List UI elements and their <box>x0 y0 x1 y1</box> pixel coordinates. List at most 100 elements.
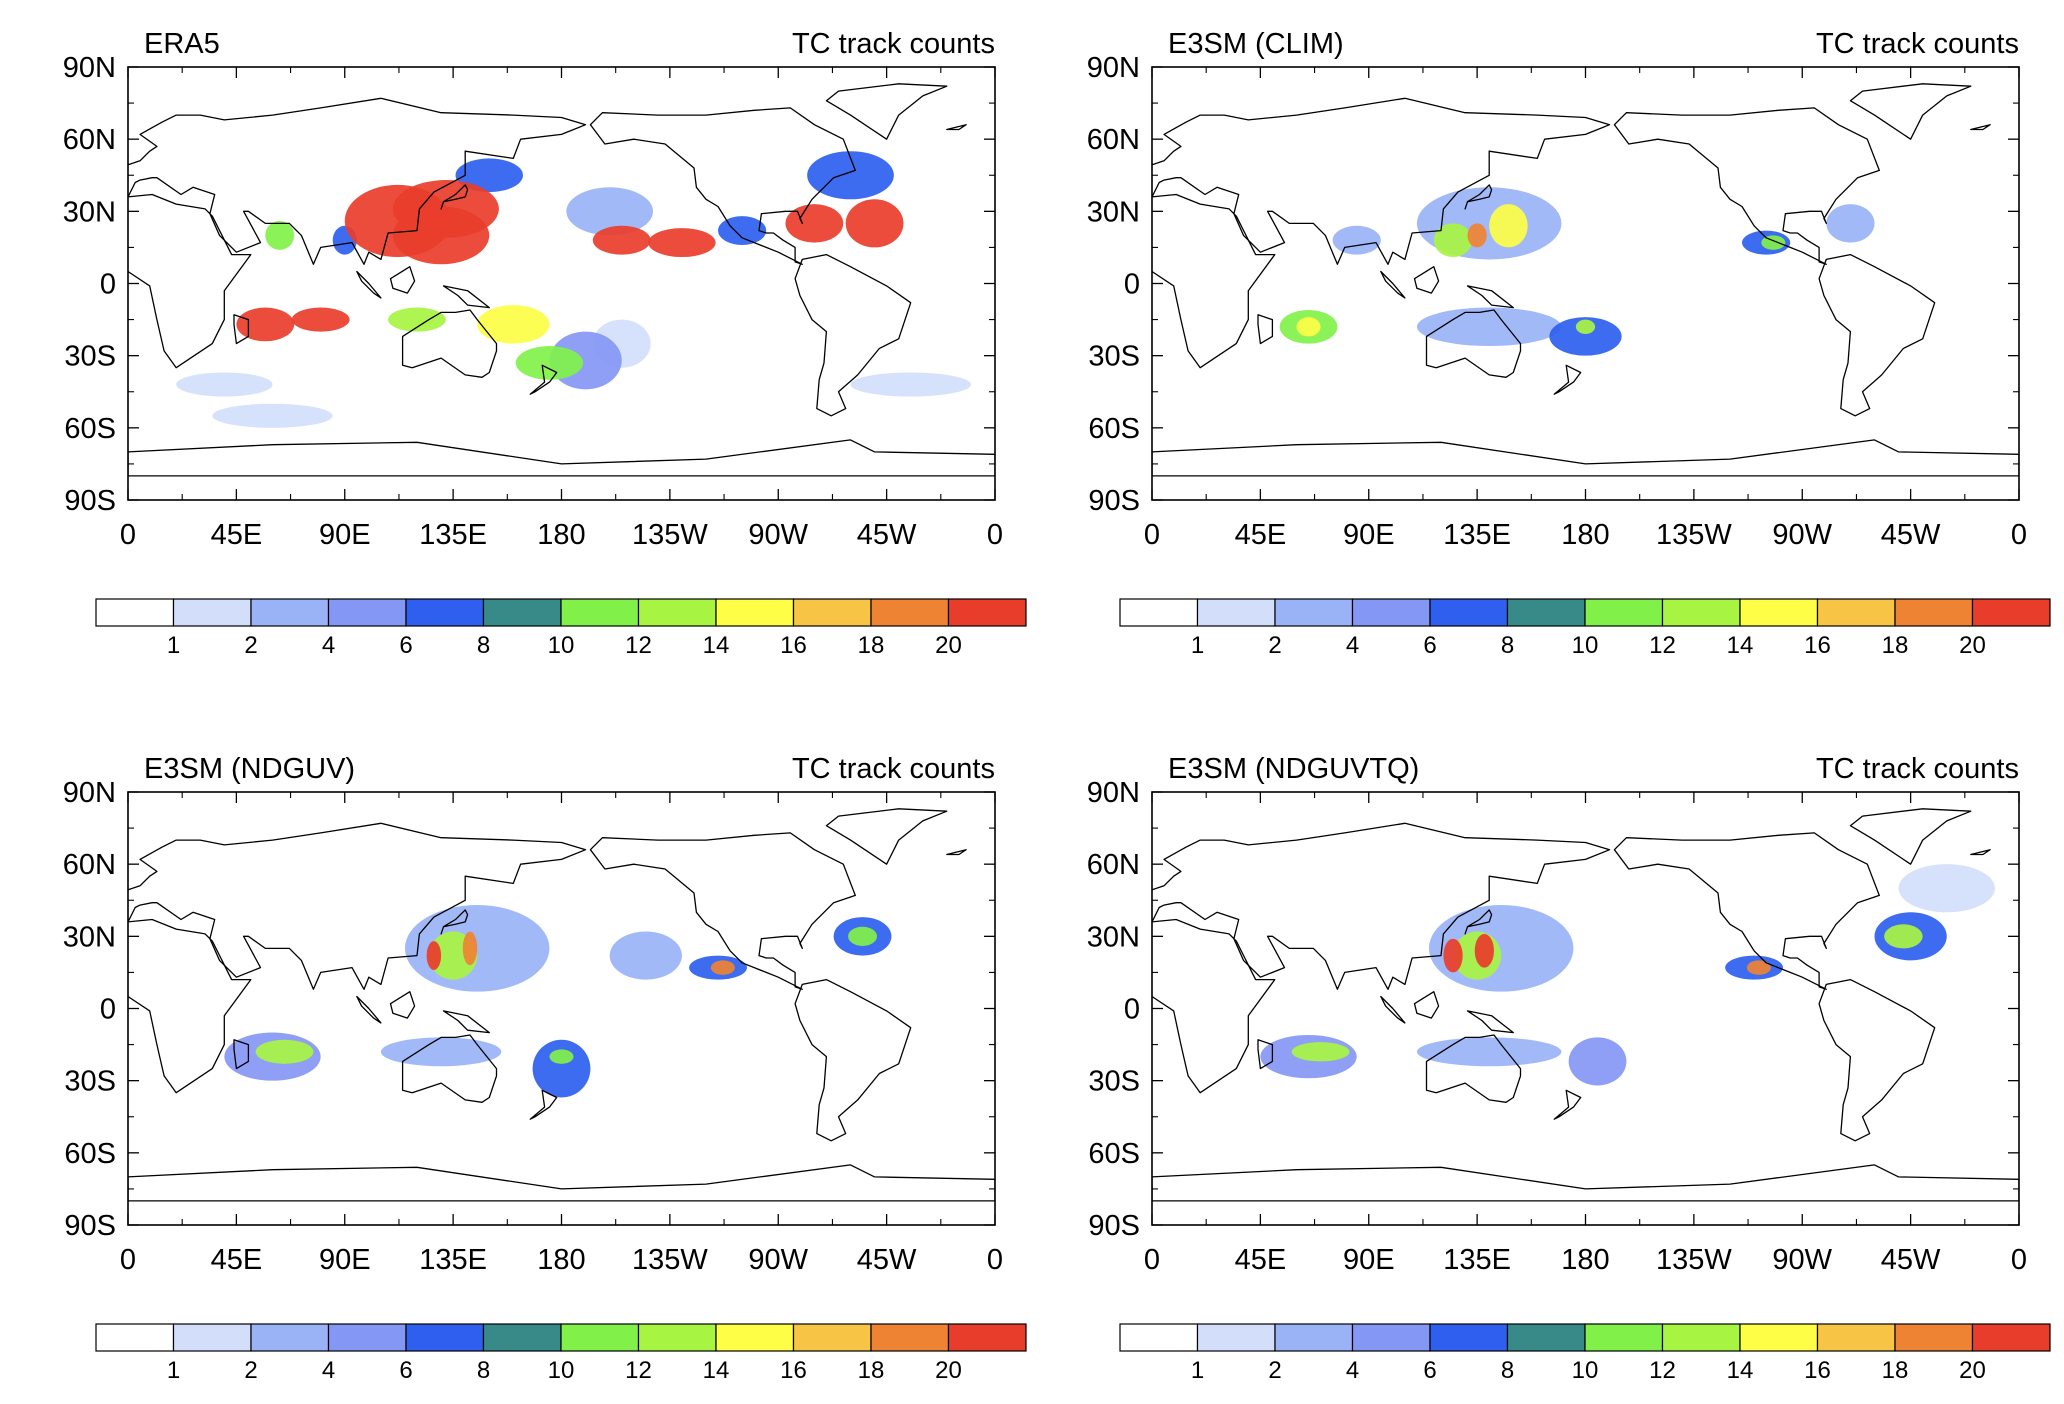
coastline <box>1613 832 1880 990</box>
coastline <box>1152 918 1276 1094</box>
coastline <box>1425 309 1522 378</box>
track-density-cell <box>549 1049 574 1064</box>
coastline <box>1257 1039 1274 1070</box>
lat-tick-label: 90N <box>1087 52 1140 84</box>
colorbar-swatch <box>482 598 562 627</box>
track-density-layer <box>1260 864 1995 1086</box>
coastline <box>1152 822 1611 990</box>
lat-tick-label: 30S <box>64 1066 116 1098</box>
lon-tick-label: 135W <box>632 1244 708 1276</box>
lat-tick-label: 30N <box>1087 921 1140 953</box>
colorbar-label: 12 <box>1649 632 1676 659</box>
track-density-cell <box>592 225 651 255</box>
colorbar-swatch <box>405 598 485 627</box>
map-frame <box>1151 791 2020 1226</box>
colorbar-label: 18 <box>858 632 885 659</box>
coastline <box>233 314 250 345</box>
map-frame <box>127 791 996 1226</box>
colorbar-swatch <box>1274 1323 1354 1352</box>
track-density-cell <box>1826 204 1875 243</box>
coastline <box>589 832 856 990</box>
lat-tick-label: 0 <box>100 994 116 1026</box>
lon-tick-label: 0 <box>2011 1244 2027 1276</box>
colorbar-swatch <box>1816 1323 1896 1352</box>
colorbar-swatch <box>327 1323 407 1352</box>
colorbar-swatch <box>327 598 407 627</box>
colorbar-swatch <box>1429 1323 1509 1352</box>
lon-tick-label: 180 <box>537 1244 585 1276</box>
colorbar-swatch <box>870 598 950 627</box>
lon-tick-label: 180 <box>537 519 585 551</box>
lat-tick-label: 0 <box>1124 994 1140 1026</box>
colorbar-swatch <box>1196 598 1276 627</box>
lon-tick-label: 45W <box>1881 519 1941 551</box>
panel-title: E3SM (NDGUV) <box>144 753 355 785</box>
track-density-layer <box>176 151 971 428</box>
coastline <box>401 1034 498 1103</box>
track-density-cell <box>1898 864 1995 913</box>
colorbar-label: 1 <box>167 1357 180 1384</box>
lat-tick-label: 90S <box>1088 485 1140 517</box>
coastline <box>529 1089 558 1120</box>
track-density-cell <box>291 307 350 332</box>
coastline <box>825 808 948 865</box>
coastline <box>1466 285 1514 309</box>
lat-tick-label: 30N <box>63 921 116 953</box>
coastline <box>128 1164 995 1202</box>
colorbar-label: 8 <box>477 1357 490 1384</box>
colorbar-label: 8 <box>1501 632 1514 659</box>
colorbar-swatch <box>1351 598 1431 627</box>
track-density-cell <box>609 931 682 980</box>
coastline <box>1152 193 1276 369</box>
coastline <box>442 285 490 309</box>
lon-tick-label: 0 <box>1144 1244 1160 1276</box>
lon-tick-label: 0 <box>2011 519 2027 551</box>
colorbar-swatch <box>637 598 717 627</box>
colorbar-swatch <box>560 1323 640 1352</box>
coastline <box>794 978 912 1142</box>
track-density-cell <box>785 204 844 243</box>
track-density-cell <box>462 931 478 966</box>
lon-tick-label: 45E <box>1235 1244 1287 1276</box>
colorbar-swatch <box>482 1323 562 1352</box>
colorbar-label: 8 <box>1501 1357 1514 1384</box>
lon-tick-label: 180 <box>1561 1244 1609 1276</box>
lon-tick-label: 45E <box>211 519 263 551</box>
coastline <box>1818 978 1936 1142</box>
colorbar-label: 12 <box>625 632 652 659</box>
coastline <box>1464 184 1493 210</box>
colorbar-swatch <box>1274 598 1354 627</box>
map-frame <box>127 66 996 501</box>
coastline <box>1970 124 1991 131</box>
track-density-cell <box>265 220 295 250</box>
colorbar-swatch <box>1661 598 1741 627</box>
colorbar-label: 12 <box>1649 1357 1676 1384</box>
lat-tick-label: 0 <box>100 269 116 301</box>
colorbar-swatch <box>1351 1323 1431 1352</box>
lat-tick-label: 60N <box>1087 849 1140 881</box>
coastline <box>1553 364 1582 395</box>
lon-tick-label: 90W <box>1772 519 1832 551</box>
coastline <box>440 184 469 210</box>
colorbar: 1 2 4 6 8 10 12 14 16 18 20 <box>95 598 1027 659</box>
colorbar-label: 1 <box>1191 1357 1204 1384</box>
lat-tick-label: 90N <box>1087 777 1140 809</box>
colorbar-label: 10 <box>1572 632 1599 659</box>
track-density-cell <box>845 199 904 248</box>
lon-tick-label: 0 <box>120 1244 136 1276</box>
lat-tick-label: 60S <box>64 413 116 445</box>
colorbar-label: 2 <box>1268 1357 1281 1384</box>
coastline <box>128 97 587 265</box>
colorbar-label: 8 <box>477 632 490 659</box>
track-density-cell <box>236 307 295 342</box>
colorbar-label: 2 <box>244 632 257 659</box>
track-density-cell <box>710 960 735 975</box>
panel-subtitle: TC track counts <box>792 753 995 785</box>
track-density-cell <box>566 187 654 236</box>
colorbar-label: 18 <box>1882 1357 1909 1384</box>
track-density-cell <box>212 403 333 428</box>
lat-tick-label: 90N <box>63 52 116 84</box>
coastline <box>1152 439 2019 477</box>
